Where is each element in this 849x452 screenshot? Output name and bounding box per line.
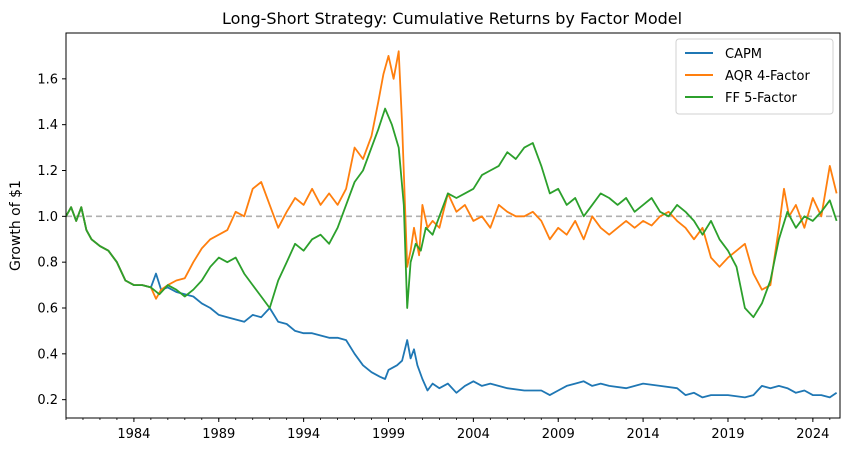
y-axis-label: Growth of $1 [8, 180, 24, 271]
x-tick-label: 1994 [287, 427, 320, 442]
y-tick-label: 1.0 [37, 210, 58, 225]
x-tick-label: 2009 [542, 427, 575, 442]
axes-frame [65, 32, 841, 419]
y-tick-label: 0.6 [37, 302, 58, 317]
x-tick-label: 2019 [711, 427, 744, 442]
legend-label-0: CAPM [725, 47, 762, 62]
x-tick-label: 1989 [202, 427, 235, 442]
legend: CAPM AQR 4-Factor FF 5-Factor [675, 38, 834, 115]
y-tick-label: 0.2 [37, 393, 58, 408]
y-tick-label: 0.8 [37, 256, 58, 271]
y-tick-label: 1.6 [37, 72, 58, 87]
y-tick-label: 1.4 [37, 118, 58, 133]
legend-box [675, 38, 834, 115]
legend-label-2: FF 5-Factor [725, 91, 797, 106]
series-line-0 [66, 206, 838, 399]
plot-area [66, 50, 840, 399]
series-line-2 [66, 107, 838, 319]
axes: 1984 1989 1994 1999 2004 2009 2014 2019 2024 0.2 0… [37, 32, 841, 442]
y-tick-label: 0.4 [37, 347, 58, 362]
x-tick-label: 2024 [796, 427, 829, 442]
legend-label-1: AQR 4-Factor [725, 69, 810, 84]
x-tick-label: 2004 [457, 427, 490, 442]
x-tick-label: 1984 [117, 427, 150, 442]
x-tick-label: 1999 [372, 427, 405, 442]
chart-title: Long-Short Strategy: Cumulative Returns … [222, 9, 682, 28]
y-tick-label: 1.2 [37, 164, 58, 179]
x-tick-label: 2014 [627, 427, 660, 442]
